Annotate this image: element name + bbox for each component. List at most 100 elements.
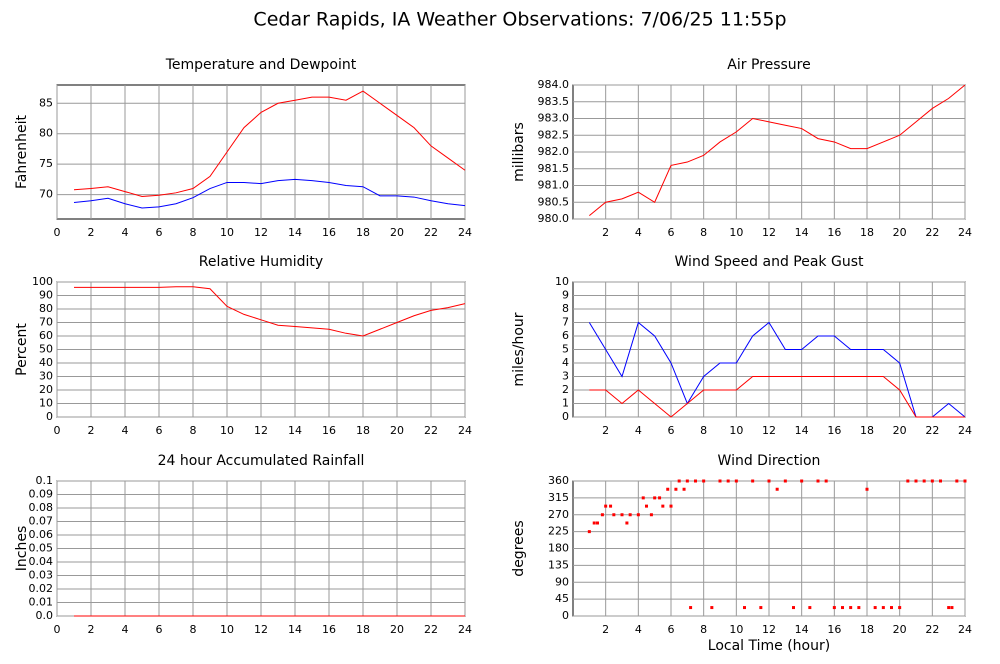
point: [609, 504, 613, 508]
x-tick-label: 2: [88, 424, 95, 437]
y-tick-label: 0.08: [29, 501, 54, 514]
series-line: [588, 321, 966, 418]
y-tick-label: 90: [39, 289, 53, 302]
x-tick-label: 12: [762, 623, 776, 636]
y-tick-label: 981.0: [538, 179, 570, 192]
point: [592, 521, 596, 525]
y-axis-label: degrees: [511, 520, 527, 576]
x-tick-label: 10: [729, 424, 743, 437]
point: [734, 479, 738, 483]
y-tick-label: 0.1: [36, 474, 54, 487]
y-tick-label: 0: [562, 410, 569, 423]
x-tick-label: 8: [700, 424, 707, 437]
x-tick-label: 4: [122, 424, 129, 437]
y-tick-label: 6: [562, 329, 569, 342]
y-tick-label: 0.02: [29, 582, 54, 595]
y-tick-label: 3: [562, 370, 569, 383]
point: [604, 504, 608, 508]
point: [865, 487, 869, 491]
point: [636, 513, 640, 517]
point: [792, 606, 795, 610]
x-tick-label: 4: [635, 424, 642, 437]
plot-title: 24 hour Accumulated Rainfall: [158, 453, 365, 469]
x-tick-label: 22: [925, 424, 939, 437]
x-tick-label: 22: [925, 226, 939, 239]
series-line: [73, 90, 466, 197]
y-tick-label: 85: [39, 96, 53, 109]
y-tick-label: 982.0: [538, 145, 570, 158]
y-tick-label: 315: [548, 491, 569, 504]
x-tick-label: 24: [958, 623, 972, 636]
x-tick-label: 18: [356, 226, 370, 239]
point: [661, 504, 665, 508]
point: [710, 606, 714, 610]
y-tick-label: 983.5: [538, 95, 570, 108]
y-tick-label: 982.5: [538, 128, 570, 141]
x-tick-label: 10: [220, 623, 234, 636]
point: [726, 479, 730, 483]
point: [625, 521, 629, 525]
plot-title: Air Pressure: [727, 57, 810, 73]
x-tick-label: 14: [288, 424, 302, 437]
x-tick-label: 22: [424, 226, 438, 239]
y-tick-label: 80: [39, 127, 53, 140]
point: [628, 513, 632, 517]
plot-title: Wind Speed and Peak Gust: [675, 254, 864, 270]
point: [898, 606, 902, 610]
point: [669, 504, 673, 508]
x-tick-label: 22: [424, 623, 438, 636]
point: [759, 606, 763, 610]
point: [587, 530, 591, 534]
y-tick-label: 0: [46, 410, 53, 423]
point: [849, 606, 853, 610]
y-tick-label: 75: [39, 157, 53, 170]
x-tick-label: 12: [762, 226, 776, 239]
x-tick-label: 8: [190, 623, 197, 636]
y-tick-label: 60: [39, 329, 53, 342]
x-tick-label: 12: [254, 226, 268, 239]
y-tick-label: 981.5: [538, 162, 570, 175]
x-tick-label: 14: [795, 623, 809, 636]
y-tick-label: 0.07: [29, 515, 54, 528]
point: [922, 479, 926, 483]
point: [666, 487, 670, 491]
y-axis-label: miles/hour: [511, 312, 527, 386]
x-tick-label: 14: [795, 226, 809, 239]
x-tick-label: 12: [254, 424, 268, 437]
y-tick-label: 0: [562, 609, 569, 622]
y-tick-label: 0.05: [29, 542, 54, 555]
y-tick-label: 4: [562, 356, 569, 369]
y-tick-label: 10: [39, 397, 53, 410]
y-tick-label: 0.01: [29, 596, 54, 609]
point: [702, 479, 706, 483]
x-tick-label: 20: [893, 424, 907, 437]
plot-title: Relative Humidity: [199, 254, 323, 270]
point: [645, 504, 648, 508]
x-tick-label: 16: [827, 424, 841, 437]
point: [600, 513, 604, 517]
point: [947, 606, 951, 610]
point: [800, 479, 804, 483]
x-tick-label: 8: [190, 226, 197, 239]
x-tick-label: 22: [925, 623, 939, 636]
point: [914, 479, 918, 483]
point: [682, 487, 686, 491]
x-tick-label: 10: [729, 623, 743, 636]
y-tick-label: 70: [39, 188, 53, 201]
y-tick-label: 0.0: [36, 609, 54, 622]
x-tick-label: 20: [390, 623, 404, 636]
x-tick-label: 4: [635, 623, 642, 636]
x-tick-label: 18: [860, 623, 874, 636]
x-tick-label: 10: [729, 226, 743, 239]
x-tick-label: 0: [54, 226, 61, 239]
x-tick-label: 24: [458, 226, 472, 239]
point: [816, 479, 820, 483]
x-tick-label: 16: [322, 226, 336, 239]
x-tick-label: 18: [860, 226, 874, 239]
point: [775, 487, 779, 491]
x-tick-label: 8: [700, 226, 707, 239]
point: [930, 479, 934, 483]
y-tick-label: 360: [548, 474, 569, 487]
